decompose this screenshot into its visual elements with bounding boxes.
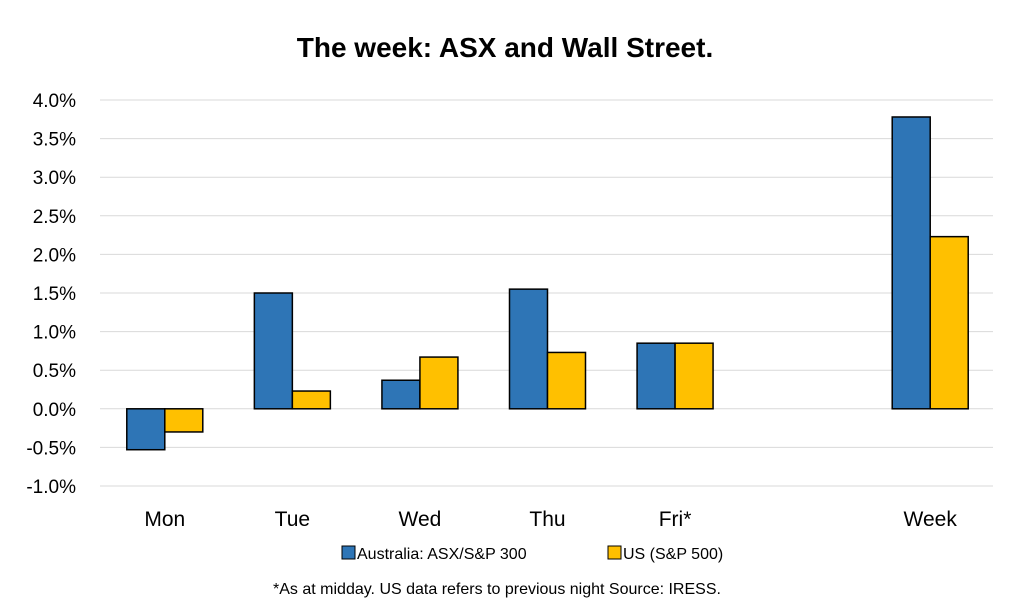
x-category-label: Thu: [529, 508, 565, 531]
bar: [636, 342, 676, 410]
bar: [891, 116, 931, 410]
legend-label: US (S&P 500): [623, 546, 723, 563]
y-tick-label: 2.0%: [33, 245, 76, 266]
chart-title: The week: ASX and Wall Street.: [297, 32, 713, 63]
bar: [291, 390, 332, 410]
x-category-label: Wed: [399, 508, 442, 531]
legend-swatch: [607, 545, 622, 560]
bar: [929, 235, 969, 410]
legend-label: Australia: ASX/S&P 300: [357, 546, 527, 563]
bar: [546, 351, 587, 410]
bar: [253, 292, 294, 410]
footnote: *As at midday. US data refers to previou…: [273, 581, 721, 598]
y-tick-label: -0.5%: [26, 438, 76, 459]
y-axis-tick-labels: 4.0% 3.5% 3.0% 2.5% 2.0% 1.5% 1.0% 0.5% 0.0% -0.5…: [26, 91, 76, 498]
x-category-label: Mon: [144, 508, 185, 531]
y-tick-label: 0.0%: [33, 400, 76, 421]
y-tick-label: 2.5%: [33, 207, 76, 228]
bar: [126, 408, 166, 451]
bar: [508, 288, 549, 410]
y-tick-label: 3.0%: [33, 168, 76, 189]
bar: [419, 356, 459, 410]
y-tick-label: 0.5%: [33, 361, 76, 382]
bars: [126, 116, 969, 451]
y-tick-label: -1.0%: [26, 477, 76, 498]
x-category-label: Fri*: [659, 508, 692, 531]
legend: Australia: ASX/S&P 300 US (S&P 500): [341, 545, 723, 563]
y-tick-label: 1.5%: [33, 284, 76, 305]
x-axis-category-labels: Mon Tue Wed Thu Fri* Week: [144, 508, 957, 531]
y-tick-label: 4.0%: [33, 91, 76, 112]
bar: [164, 408, 204, 433]
y-tick-label: 3.5%: [33, 130, 76, 151]
bar: [381, 379, 421, 410]
x-category-label: Week: [904, 508, 958, 531]
x-category-label: Tue: [275, 508, 310, 531]
legend-swatch: [341, 545, 356, 560]
bar: [674, 342, 714, 410]
y-tick-label: 1.0%: [33, 323, 76, 344]
